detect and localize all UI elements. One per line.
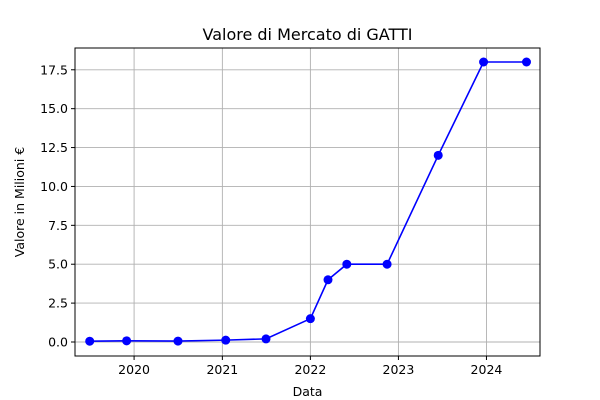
grid [75, 48, 540, 356]
y-tick-label: 17.5 [40, 62, 68, 77]
x-tick-label: 2020 [118, 362, 150, 377]
x-tick-label: 2023 [383, 362, 415, 377]
series-line [89, 61, 527, 343]
y-tick-label: 15.0 [40, 101, 68, 116]
plot-frame [74, 47, 541, 357]
data-point [221, 335, 231, 345]
y-axis-label: Valore in Milioni € [12, 147, 27, 257]
series [85, 57, 531, 346]
data-point [342, 259, 352, 269]
x-axis-label: Data [293, 384, 323, 399]
data-point [521, 57, 531, 67]
y-tick-label: 0.0 [48, 335, 68, 350]
chart-title: Valore di Mercato di GATTI [203, 25, 413, 44]
axis-ticks: 2020 2021 2022 2023 2024 0.0 2.5 5.0 7.5 10.0 12.5… [40, 62, 502, 377]
y-tick-label: 12.5 [40, 140, 68, 155]
y-tick-label: 2.5 [48, 296, 68, 311]
data-point [382, 259, 392, 269]
y-tick-label: 7.5 [48, 218, 68, 233]
data-point [261, 334, 271, 344]
data-point [433, 150, 443, 160]
data-point [122, 336, 132, 346]
y-tick-label: 10.0 [40, 179, 68, 194]
data-point [85, 336, 95, 346]
data-point [479, 57, 489, 67]
x-tick-label: 2022 [294, 362, 326, 377]
x-tick-label: 2021 [206, 362, 238, 377]
data-point [305, 314, 315, 324]
x-tick-label: 2024 [471, 362, 503, 377]
data-point [173, 336, 183, 346]
y-tick-label: 5.0 [48, 257, 68, 272]
data-point [323, 275, 333, 285]
